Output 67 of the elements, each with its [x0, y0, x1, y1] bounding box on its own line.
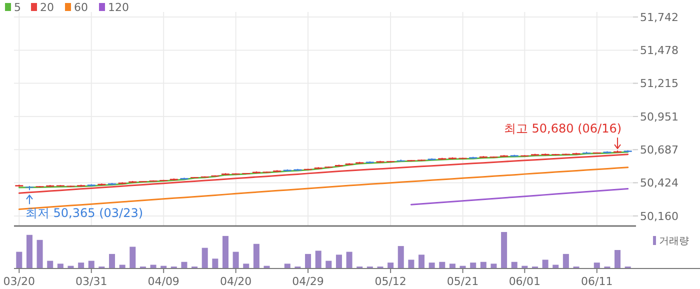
- bar: [232, 252, 239, 268]
- y-tick-label: 51,742: [640, 10, 678, 24]
- legend-label: 거래량: [659, 236, 689, 247]
- bar: [253, 244, 260, 268]
- bar: [408, 260, 414, 268]
- bar: [305, 254, 312, 268]
- bar: [26, 234, 32, 268]
- x-tick-label: 04/20: [220, 275, 252, 288]
- bar: [119, 264, 126, 268]
- x-tick-label: 06/01: [508, 275, 541, 288]
- bar: [428, 262, 435, 268]
- bar: [388, 262, 394, 268]
- x-tick-label: 06/11: [581, 275, 613, 288]
- bar: [511, 262, 518, 268]
- bar: [418, 254, 425, 268]
- legend-label: 5: [14, 1, 21, 14]
- bar: [439, 262, 446, 268]
- bar: [181, 262, 188, 268]
- bar: [326, 260, 332, 268]
- bar: [614, 250, 621, 268]
- x-tick-label: 03/31: [76, 275, 108, 288]
- bar: [212, 258, 218, 268]
- bar: [222, 236, 228, 268]
- bar: [594, 262, 600, 268]
- bar: [490, 264, 497, 268]
- line-series: [410, 188, 629, 206]
- bar: [542, 260, 548, 268]
- bar: [552, 264, 559, 268]
- legend-label: 20: [40, 1, 54, 14]
- line-series: [18, 154, 629, 194]
- x-tick-label: 03/20: [3, 275, 36, 288]
- y-tick-label: 50,687: [640, 144, 678, 157]
- bar: [562, 254, 569, 268]
- bar: [449, 264, 456, 268]
- bar: [501, 232, 508, 268]
- x-tick-label: 05/12: [374, 275, 406, 288]
- bar: [150, 264, 156, 268]
- bar: [470, 262, 476, 268]
- legend-label: 120: [108, 1, 129, 14]
- bar: [130, 246, 136, 268]
- bar: [480, 262, 486, 268]
- legend-label: 60: [74, 1, 88, 14]
- bar: [16, 252, 22, 268]
- bar: [57, 264, 64, 268]
- annotation: 최고 50,680 (06/16): [504, 122, 622, 136]
- annotation: 최저 50,365 (03/23): [25, 206, 144, 220]
- bar: [109, 254, 116, 268]
- bar: [47, 260, 54, 268]
- bar: [202, 248, 208, 268]
- x-tick-label: 04/29: [292, 275, 324, 288]
- y-tick-label: 50,160: [640, 210, 678, 223]
- bar: [398, 246, 404, 268]
- line-series: [18, 151, 629, 188]
- bar: [36, 240, 43, 268]
- y-tick-label: 50,424: [640, 176, 678, 190]
- y-tick-label: 51,478: [640, 44, 678, 58]
- x-tick-label: 05/21: [446, 275, 479, 288]
- y-tick-label: 51,215: [640, 77, 678, 90]
- bar: [88, 260, 94, 268]
- bar: [78, 262, 84, 268]
- bar: [284, 264, 290, 268]
- bar: [315, 250, 322, 268]
- x-tick-label: 04/09: [148, 275, 180, 288]
- y-tick-label: 50,951: [640, 110, 678, 124]
- bar: [346, 252, 352, 268]
- bar: [336, 254, 342, 268]
- bar: [243, 264, 250, 268]
